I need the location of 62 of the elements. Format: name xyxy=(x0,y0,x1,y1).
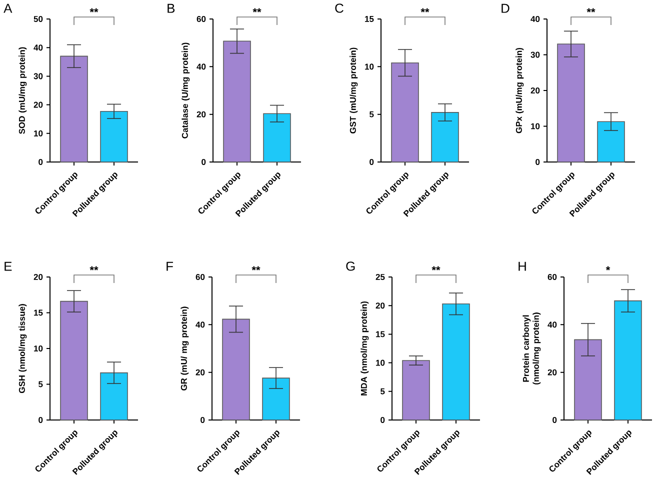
y-tick-label: 20 xyxy=(376,302,385,309)
y-tick-label: 0 xyxy=(200,416,205,423)
text: ** xyxy=(420,8,430,12)
y-tick-label: 0 xyxy=(38,158,43,165)
y-tick-label: 0 xyxy=(536,158,540,165)
y-tick-label: 40 xyxy=(196,64,206,70)
y-axis-title: MDA (nmol/mg protein) xyxy=(360,301,369,396)
y-tick-label: 15 xyxy=(34,310,43,316)
y-axis-title: Protein carbonyl (nmol/mg protein) xyxy=(522,312,541,384)
y-tick-label: 30 xyxy=(530,52,540,58)
y-axis-title: SOD (mU/mg protein) xyxy=(18,47,27,134)
y-tick-label: 40 xyxy=(196,322,205,328)
y-tick-label: 60 xyxy=(196,16,206,22)
y-tick-label: 0 xyxy=(552,416,557,423)
y-axis-title: Catalase (U/mg protein) xyxy=(182,42,190,138)
y-axis-title: GR (mU/ mg protein) xyxy=(180,306,189,390)
chart-title: C xyxy=(335,4,344,13)
y-tick-label: 10 xyxy=(376,360,385,366)
text: ** xyxy=(90,8,98,12)
chart-title: H xyxy=(518,262,526,271)
y-tick-label: 15 xyxy=(365,16,374,22)
y-tick-label: 30 xyxy=(34,73,43,80)
y-axis-title: GSH (nmol/mg tissue) xyxy=(18,304,27,394)
y-tick-label: 10 xyxy=(365,64,374,70)
y-tick-label: 60 xyxy=(196,274,205,280)
y-tick-label: 5 xyxy=(370,111,374,118)
text: ** xyxy=(90,266,98,270)
y-tick-label: 20 xyxy=(34,274,43,280)
y-tick-label: 60 xyxy=(548,274,557,280)
y-tick-label: 5 xyxy=(38,381,43,388)
chart-title: G xyxy=(346,262,355,271)
y-tick-label: 20 xyxy=(196,369,205,376)
y-tick-label: 10 xyxy=(531,123,540,130)
chart-title: A xyxy=(4,4,12,13)
y-tick-label: 40 xyxy=(530,16,540,22)
text: ** xyxy=(432,266,440,270)
chart-title: F xyxy=(166,262,173,271)
chart-title: D xyxy=(502,4,510,13)
y-tick-label: 40 xyxy=(548,322,557,328)
y-tick-label: 20 xyxy=(196,111,206,118)
text: ** xyxy=(252,266,260,270)
y-tick-label: 20 xyxy=(34,102,43,108)
y-tick-label: 50 xyxy=(34,16,43,22)
text: * xyxy=(606,266,610,270)
y-tick-label: 0 xyxy=(370,158,374,165)
y-axis-title: GST (mU/mg protein) xyxy=(350,48,358,134)
chart-title: B xyxy=(168,4,175,13)
text: ** xyxy=(586,8,596,12)
y-tick-label: 40 xyxy=(34,44,43,51)
y-tick-label: 0 xyxy=(202,158,206,165)
text: ** xyxy=(252,8,262,12)
y-tick-label: 15 xyxy=(376,331,385,338)
y-tick-label: 20 xyxy=(548,369,557,376)
y-tick-label: 25 xyxy=(376,274,385,280)
y-tick-label: 5 xyxy=(380,388,385,394)
y-axis-title: GPx (mU/mg protein) xyxy=(516,48,524,134)
y-tick-label: 0 xyxy=(38,416,43,423)
y-tick-label: 10 xyxy=(34,345,43,352)
y-tick-label: 10 xyxy=(34,130,43,136)
chart-title: E xyxy=(4,262,12,271)
y-tick-label: 0 xyxy=(380,416,385,423)
y-tick-label: 20 xyxy=(530,87,540,94)
